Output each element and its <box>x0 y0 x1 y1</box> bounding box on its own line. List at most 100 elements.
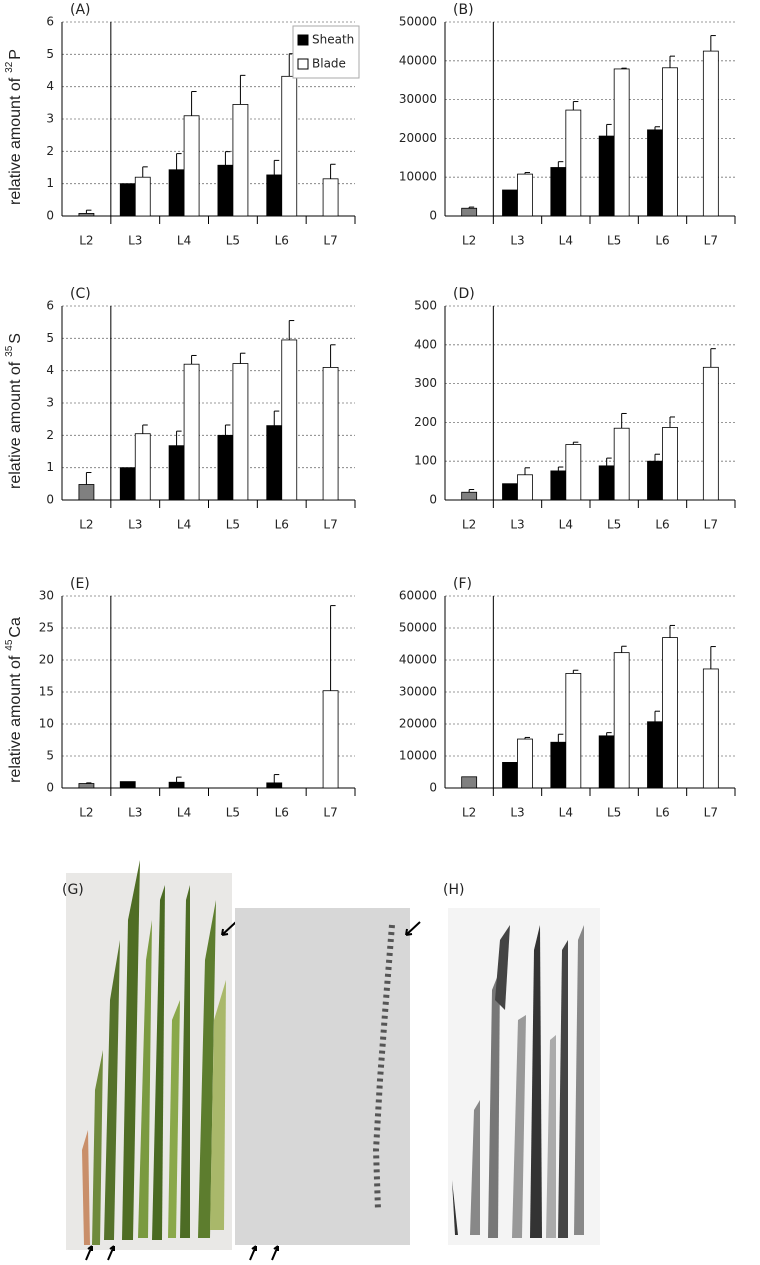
x-tick-label: L4 <box>559 518 573 532</box>
y-tick-label: 10000 <box>399 749 437 763</box>
panel-label: (E) <box>70 576 90 592</box>
x-tick-label: L4 <box>559 234 573 248</box>
x-tick-label: L4 <box>177 234 191 248</box>
y-tick-label: 25 <box>39 621 54 635</box>
bar <box>232 363 249 501</box>
bar <box>647 129 663 217</box>
y-axis-title: relative amount of 35S <box>4 333 25 489</box>
x-tick-label: L6 <box>655 806 669 820</box>
bar <box>565 673 582 789</box>
bar <box>168 169 185 217</box>
x-tick-label: L7 <box>323 518 337 532</box>
x-tick-label: L4 <box>177 518 191 532</box>
isotope-mass: 35 <box>4 345 15 357</box>
error-bar <box>710 35 716 52</box>
y-axis-title-text: relative amount of <box>7 77 24 205</box>
y-tick-label: 1 <box>46 460 54 474</box>
bar <box>702 668 719 789</box>
bar <box>550 470 567 501</box>
y-axis-title: relative amount of 32P <box>4 49 25 205</box>
y-tick-label: 400 <box>414 337 437 351</box>
bar <box>565 109 582 217</box>
bar <box>613 68 630 217</box>
bar <box>134 176 151 217</box>
y-axis-title: relative amount of 45Ca <box>4 617 25 783</box>
error-bar <box>85 782 92 784</box>
y-tick-label: 2 <box>46 144 54 158</box>
error-bar <box>176 430 182 446</box>
bar <box>119 467 136 501</box>
error-bar <box>572 669 579 674</box>
error-bar <box>330 344 336 368</box>
bar <box>662 427 678 501</box>
bar <box>502 189 518 217</box>
error-bar <box>557 161 564 168</box>
x-tick-label: L7 <box>704 518 718 532</box>
bar <box>647 460 663 501</box>
bar <box>322 367 339 501</box>
error-bar <box>239 74 246 105</box>
legend-swatch <box>297 58 309 70</box>
y-tick-label: 4 <box>46 363 54 377</box>
bar <box>78 484 95 501</box>
x-tick-label: L7 <box>704 234 718 248</box>
bar <box>119 183 136 217</box>
y-tick-label: 40000 <box>399 53 437 67</box>
error-bar <box>710 646 716 669</box>
y-tick-label: 40000 <box>399 653 437 667</box>
y-tick-label: 200 <box>414 415 437 429</box>
error-bar <box>524 467 530 475</box>
x-tick-label: L2 <box>79 234 93 248</box>
bar <box>78 783 95 789</box>
y-tick-label: 0 <box>46 493 54 507</box>
bar <box>598 135 615 217</box>
x-tick-label: L5 <box>607 518 621 532</box>
x-tick-label: L5 <box>226 806 240 820</box>
x-tick-label: L3 <box>128 806 142 820</box>
bar <box>119 781 136 789</box>
bar <box>517 173 533 217</box>
y-tick-label: 500 <box>414 299 437 313</box>
x-tick-label: L3 <box>510 234 524 248</box>
bar <box>565 444 582 501</box>
isotope-element: P <box>7 49 24 60</box>
error-bar <box>191 91 197 116</box>
bar <box>78 213 95 217</box>
y-tick-label: 0 <box>429 209 437 223</box>
bar <box>502 483 518 501</box>
error-bar <box>654 710 660 722</box>
bar <box>702 50 719 217</box>
x-tick-label: L3 <box>128 234 142 248</box>
y-tick-label: 3 <box>46 396 54 410</box>
panel-label: (D) <box>453 286 475 302</box>
x-tick-label: L4 <box>177 806 191 820</box>
error-bar <box>606 123 612 137</box>
bar <box>232 104 249 217</box>
x-tick-label: L6 <box>275 806 289 820</box>
bar <box>461 491 478 501</box>
x-tick-label: L5 <box>607 806 621 820</box>
y-tick-label: 5 <box>46 47 54 61</box>
y-tick-label: 50000 <box>399 621 437 635</box>
y-tick-label: 30000 <box>399 685 437 699</box>
y-tick-label: 50000 <box>399 15 437 29</box>
bar <box>702 366 719 501</box>
error-bar <box>468 489 475 493</box>
error-bar <box>191 354 197 365</box>
y-tick-label: 60000 <box>399 589 437 603</box>
x-tick-label: L3 <box>510 806 524 820</box>
bar <box>322 178 339 217</box>
y-tick-label: 6 <box>46 15 54 29</box>
y-tick-label: 300 <box>414 376 437 390</box>
bar <box>502 762 518 789</box>
x-tick-label: L3 <box>510 518 524 532</box>
y-axis-title-text: relative amount of <box>7 361 24 489</box>
y-tick-label: 0 <box>46 209 54 223</box>
legend-swatch <box>297 34 309 46</box>
y-tick-label: 2 <box>46 428 54 442</box>
bar <box>662 67 678 217</box>
x-tick-label: L2 <box>462 806 476 820</box>
bar <box>168 445 185 501</box>
error-bar <box>572 441 579 445</box>
